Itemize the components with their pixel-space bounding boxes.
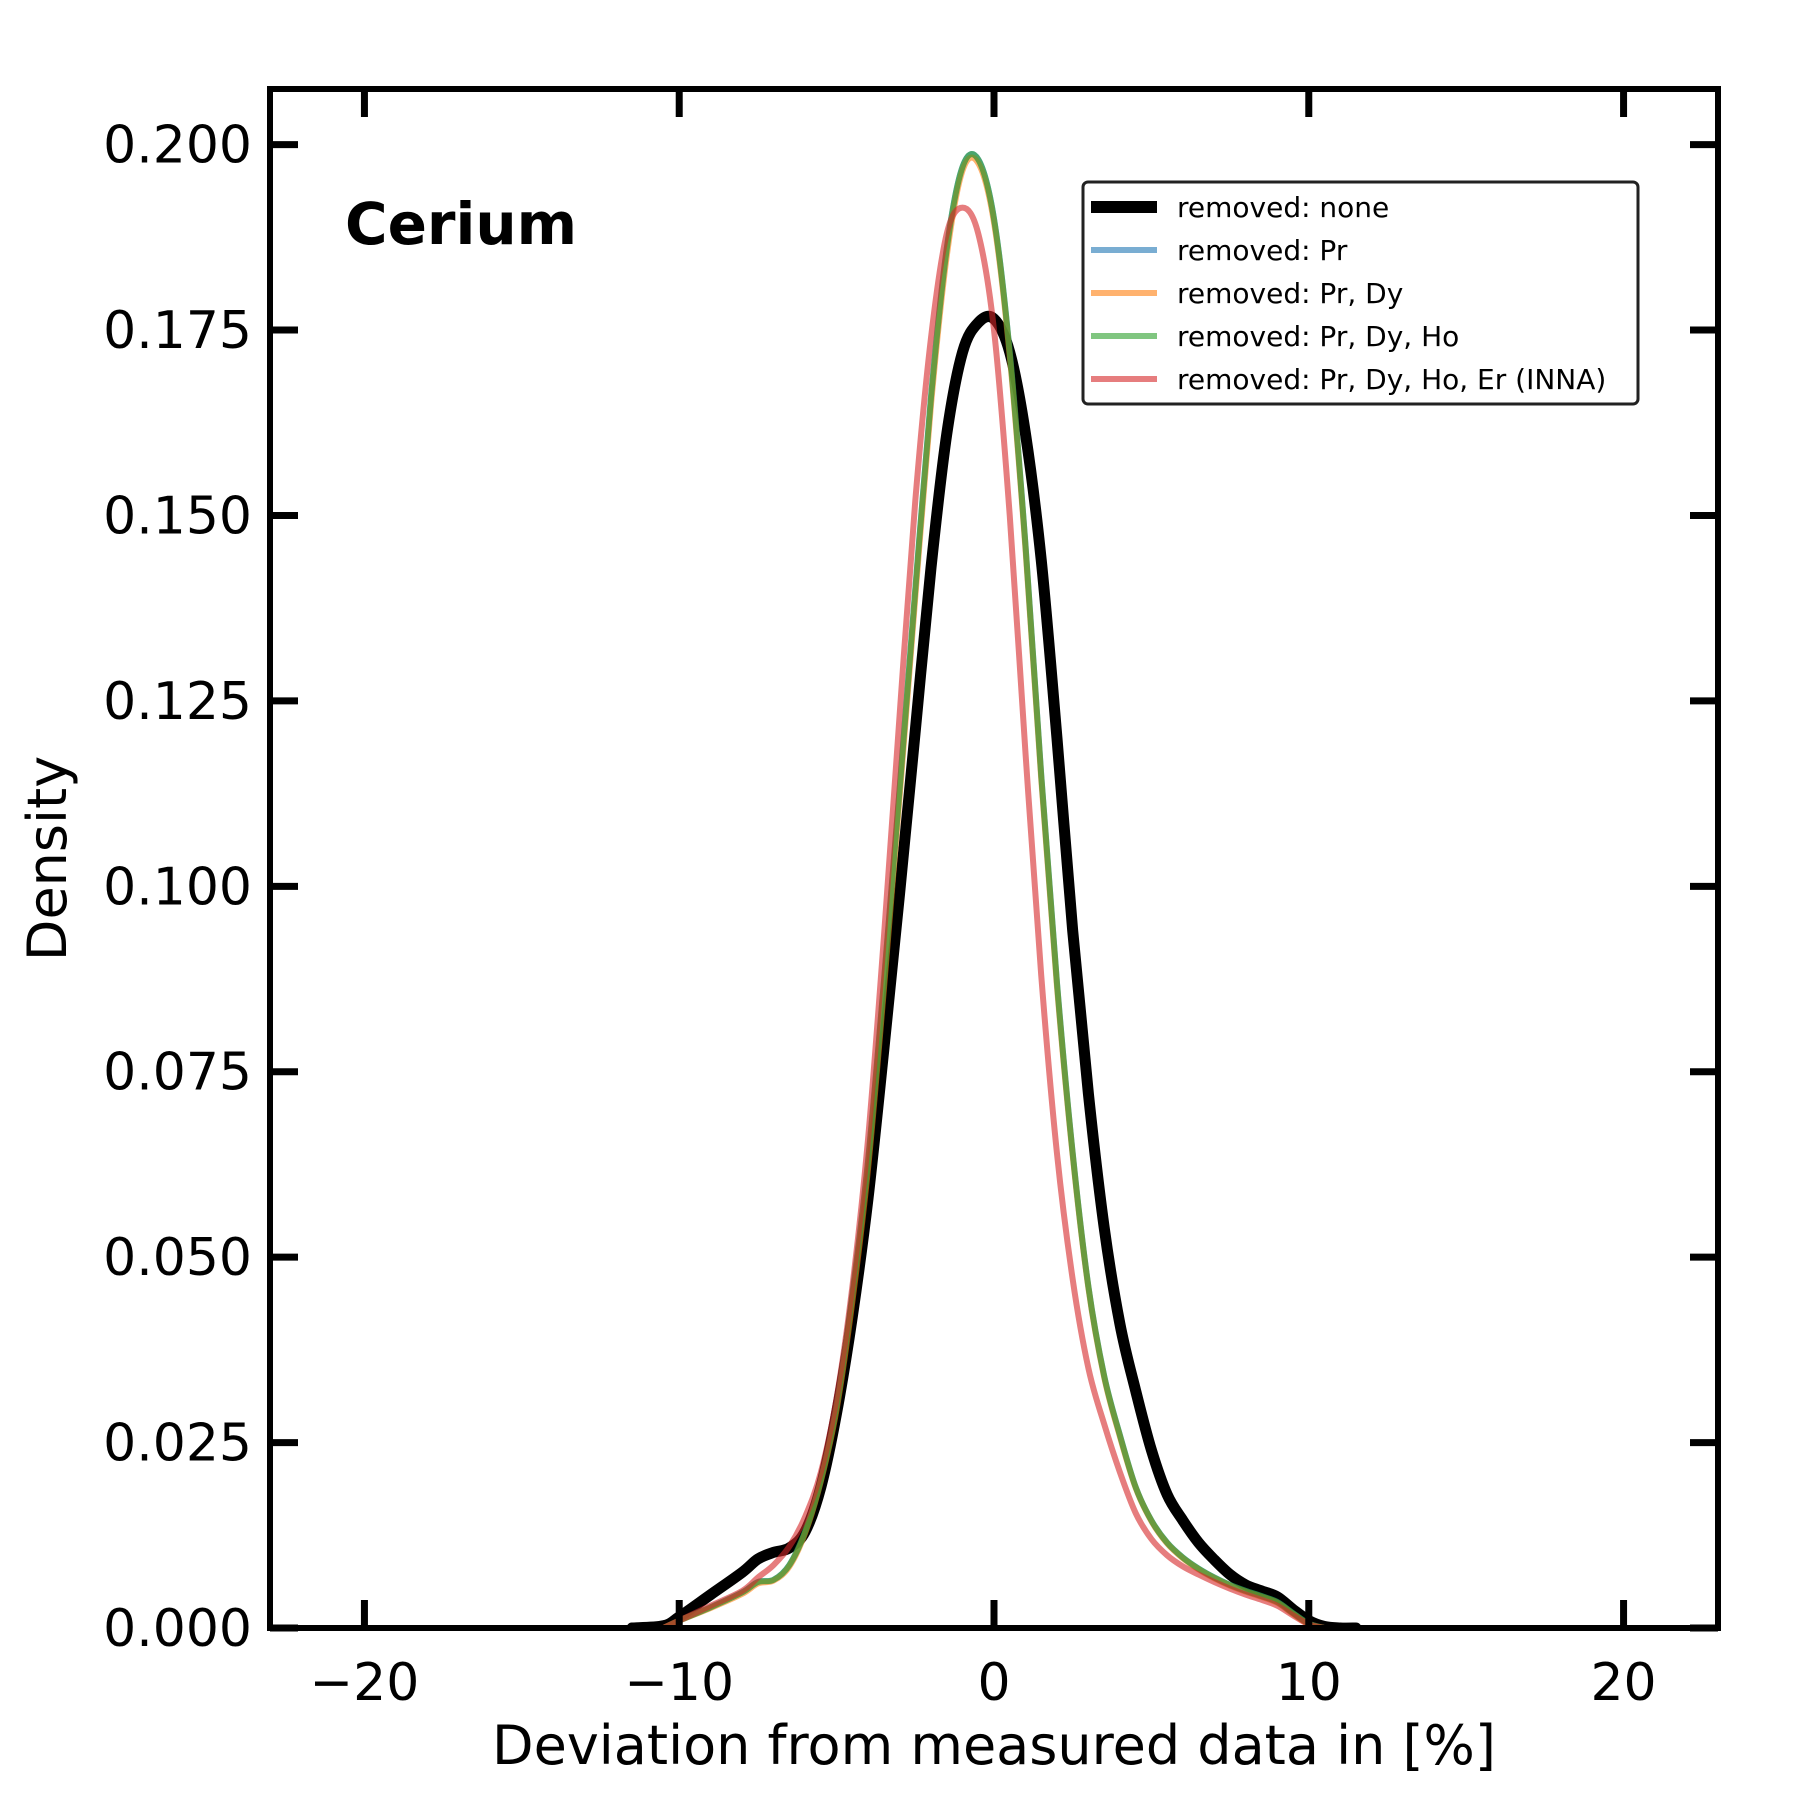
y-tick-label: 0.150	[103, 486, 252, 546]
y-axis-title: Density	[16, 756, 79, 961]
x-tick-label: 0	[977, 1653, 1010, 1713]
y-tick-label: 0.000	[103, 1599, 252, 1659]
legend-label: removed: Pr, Dy	[1177, 277, 1403, 310]
series-line-5	[660, 204, 1328, 1628]
x-axis-title: Deviation from measured data in [%]	[492, 1714, 1496, 1777]
tick-label-layer: −20 −10 0 10 20 0.000 0.025 0.050 0.075 0.100 0.12…	[103, 116, 1657, 1713]
x-tick-label: −20	[310, 1653, 420, 1713]
series-layer	[626, 151, 1362, 1628]
y-tick-label: 0.025	[103, 1414, 252, 1474]
x-tick-label: 20	[1590, 1653, 1656, 1713]
legend-label: removed: Pr, Dy, Ho, Er (INNA)	[1177, 363, 1606, 396]
y-tick-label: 0.175	[103, 301, 252, 361]
y-tick-label: 0.050	[103, 1228, 252, 1288]
y-tick-label: 0.125	[103, 672, 252, 732]
y-tick-label: 0.075	[103, 1043, 252, 1103]
x-tick-label: 10	[1276, 1653, 1342, 1713]
legend-label: removed: none	[1177, 191, 1389, 224]
y-tick-label: 0.200	[103, 116, 252, 176]
legend-box	[1081, 180, 1640, 406]
legend: removed: none removed: Pr removed: Pr, Dy r…	[1081, 180, 1640, 406]
x-tick-label: −10	[624, 1653, 734, 1713]
legend-label: removed: Pr, Dy, Ho	[1177, 320, 1459, 353]
y-tick-label: 0.100	[103, 857, 252, 917]
tick-layer	[270, 89, 1718, 1632]
legend-label: removed: Pr	[1177, 234, 1348, 267]
series-line-1	[626, 310, 1362, 1628]
chart-annotation: Cerium	[345, 190, 577, 258]
